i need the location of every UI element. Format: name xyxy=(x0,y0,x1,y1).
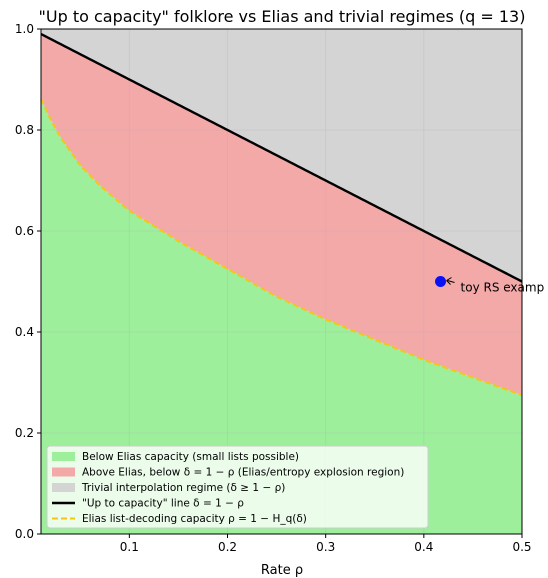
legend-item-trivial: Trivial interpolation regime (δ ≥ 1 − ρ) xyxy=(81,482,285,494)
y-tick-label: 0.8 xyxy=(15,123,34,137)
legend-item-above-elias: Above Elias, below δ = 1 − ρ (Elias/entr… xyxy=(82,467,404,479)
legend-item-elias-capacity: Elias list-decoding capacity ρ = 1 − H_q… xyxy=(82,513,307,525)
series-elias-capacity xyxy=(40,98,523,397)
plot-area: toy RS examp xyxy=(40,28,545,535)
legend-item-trivial-swatch xyxy=(52,483,75,492)
annotation-arrow-shaft xyxy=(447,280,455,283)
axes: 0.1 0.2 0.3 0.4 0.5 0.0 0.2 0.4 0.6 0.8 1.0 xyxy=(15,22,532,554)
legend-item-above-elias-swatch xyxy=(52,467,75,477)
annotation-arrow-head xyxy=(446,277,452,285)
chart-title: "Up to capacity" folklore vs Elias and t… xyxy=(39,7,526,26)
y-tick-label: 1.0 xyxy=(15,22,34,36)
x-tick-label: 0.2 xyxy=(218,540,237,554)
region-below-elias xyxy=(41,98,522,534)
axes-frame xyxy=(40,28,523,535)
y-tick-label: 0.2 xyxy=(15,426,34,440)
legend-box xyxy=(46,445,429,529)
x-tick-label: 0.3 xyxy=(316,540,335,554)
y-tick-label: 0.6 xyxy=(15,224,34,238)
legend: Below Elias capacity (small lists possib… xyxy=(46,445,429,529)
point-toy-rs-example xyxy=(435,276,447,287)
legend-item-below-elias: Below Elias capacity (small lists possib… xyxy=(82,451,299,463)
series-up-to-capacity-line xyxy=(40,32,523,283)
x-tick-label: 0.5 xyxy=(512,540,531,554)
annotation-toy-rs-example: toy RS examp xyxy=(461,281,545,295)
y-tick-label: 0.0 xyxy=(15,527,34,541)
legend-item-up-to-capacity: "Up to capacity" line δ = 1 − ρ xyxy=(82,498,244,510)
legend-item-below-elias-swatch xyxy=(52,452,75,461)
x-tick-label: 0.4 xyxy=(414,540,433,554)
y-tick-label: 0.4 xyxy=(15,325,34,339)
region-above-elias xyxy=(41,34,522,396)
x-tick-label: 0.1 xyxy=(120,540,139,554)
x-axis-label: Rate ρ xyxy=(261,563,303,578)
